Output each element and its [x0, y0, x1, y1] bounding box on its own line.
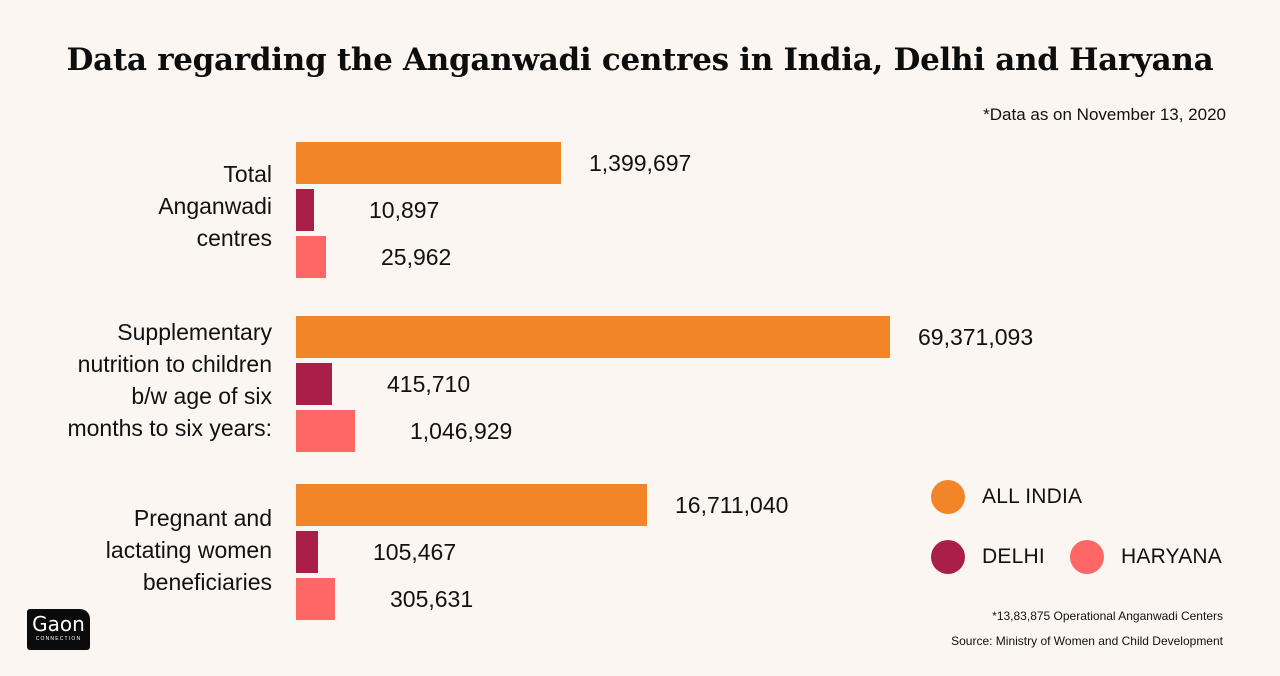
category-label-line: Total	[223, 161, 272, 187]
legend-item-all-india: ALL INDIA	[931, 480, 1082, 514]
bar-delhi	[296, 363, 332, 405]
bar-all-india	[296, 142, 561, 184]
category-label-line: Pregnant and	[133, 505, 272, 531]
bar-value-label: 69,371,093	[918, 324, 1034, 350]
bar-delhi	[296, 189, 314, 231]
gaon-connection-logo: Gaon CONNECTION	[27, 609, 90, 650]
bar-value-label: 10,897	[369, 197, 440, 223]
category-label-line: b/w age of six	[131, 383, 272, 409]
category-label-line: lactating women	[105, 537, 272, 563]
category-label-line: beneficiaries	[142, 569, 272, 595]
bar-all-india	[296, 316, 890, 358]
category-label-line: centres	[196, 225, 272, 251]
category-label: Pregnant and lactating women beneficiaries	[106, 502, 272, 598]
legend-item-delhi: DELHI	[931, 540, 1045, 574]
category-label: Supplementary nutrition to children b/w ag…	[67, 316, 272, 444]
legend-label-haryana: HARYANA	[1121, 545, 1222, 568]
data-date-note: *Data as on November 13, 2020	[983, 105, 1226, 124]
category-label-line: nutrition to children	[77, 351, 272, 377]
legend-swatch-haryana	[1070, 540, 1104, 574]
bar-value-label: 16,711,040	[675, 492, 789, 518]
legend-label-all-india: ALL INDIA	[982, 485, 1083, 508]
bar-value-label: 415,710	[387, 371, 471, 397]
category-label-line: Anganwadi	[158, 193, 272, 219]
logo-main-text: Gaon	[32, 612, 85, 636]
legend-swatch-delhi	[931, 540, 965, 574]
legend-swatch-all-india	[931, 480, 965, 514]
bar-value-label: 305,631	[390, 586, 474, 612]
legend-label-delhi: DELHI	[982, 545, 1045, 568]
category-label: Total Anganwadi centres	[158, 158, 272, 254]
bar-haryana	[296, 578, 335, 620]
operational-centers-note: *13,83,875 Operational Anganwadi Centers	[992, 609, 1223, 623]
legend-item-haryana: HARYANA	[1070, 540, 1222, 574]
bar-haryana	[296, 410, 355, 452]
bar-value-label: 1,046,929	[410, 418, 513, 444]
logo-sub-text: CONNECTION	[35, 636, 82, 642]
bar-value-label: 1,399,697	[589, 150, 692, 176]
bar-all-india	[296, 484, 647, 526]
bar-haryana	[296, 236, 326, 278]
chart-title: Data regarding the Anganwadi centres in …	[66, 42, 1214, 78]
category-label-line: Supplementary	[117, 319, 272, 345]
bar-value-label: 105,467	[373, 539, 457, 565]
category-label-line: months to six years:	[67, 415, 272, 441]
source-note: Source: Ministry of Women and Child Deve…	[951, 634, 1223, 648]
bar-value-label: 25,962	[381, 244, 452, 270]
bar-delhi	[296, 531, 318, 573]
